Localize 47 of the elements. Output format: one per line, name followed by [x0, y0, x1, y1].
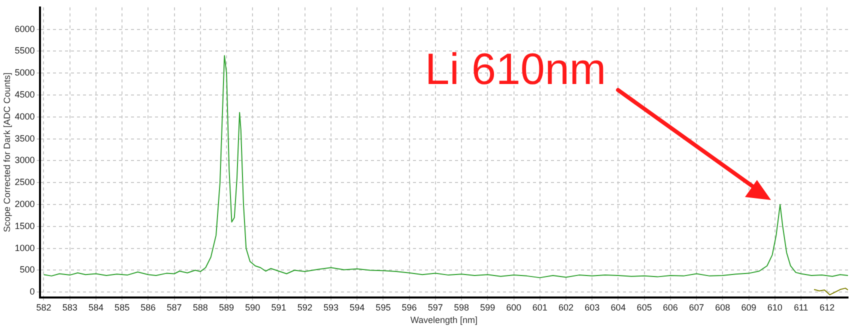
- x-tick-label: 604: [610, 302, 626, 312]
- x-tick-label: 584: [88, 302, 104, 312]
- x-tick-label: 594: [350, 302, 365, 312]
- y-tick-label: 3500: [14, 133, 35, 144]
- x-tick-label: 603: [584, 302, 600, 312]
- x-tick-label: 597: [428, 302, 443, 312]
- x-tick-label: 612: [820, 302, 835, 312]
- y-tick-label: 500: [20, 264, 35, 275]
- x-tick-label: 608: [715, 302, 730, 312]
- x-tick-label: 589: [219, 302, 234, 312]
- x-tick-label: 591: [271, 302, 286, 312]
- y-tick-label: 5000: [14, 68, 35, 78]
- x-tick-label: 602: [558, 302, 574, 312]
- x-tick-label: 610: [767, 302, 782, 312]
- x-tick-label: 593: [323, 302, 338, 312]
- x-tick-label: 595: [376, 302, 391, 312]
- y-axis-title: Scope Corrected for Dark [ADC Counts]: [2, 72, 12, 232]
- x-tick-label: 582: [36, 302, 52, 312]
- y-tick-label: 0: [30, 286, 35, 297]
- x-tick-label: 585: [114, 302, 130, 312]
- y-tick-label: 1000: [14, 242, 35, 253]
- x-tick-label: 587: [166, 302, 182, 312]
- y-tick-label: 6000: [14, 24, 35, 34]
- x-tick-label: 592: [297, 302, 312, 312]
- x-tick-label: 606: [662, 302, 678, 312]
- y-tick-label: 5500: [14, 46, 35, 56]
- x-tick-label: 601: [532, 302, 548, 312]
- x-tick-label: 590: [245, 302, 260, 312]
- y-tick-label: 4500: [14, 90, 35, 100]
- x-tick-label: 600: [506, 302, 522, 312]
- y-tick-label: 1500: [14, 220, 35, 231]
- y-tick-label: 3000: [14, 155, 35, 166]
- y-tick-label: 2000: [14, 199, 35, 210]
- annotation: Li 610nm: [425, 45, 606, 94]
- x-tick-label: 607: [689, 302, 704, 312]
- x-tick-label: 598: [454, 302, 470, 312]
- x-tick-label: 605: [636, 302, 652, 312]
- y-tick-label: 2500: [14, 177, 35, 188]
- x-tick-label: 609: [741, 302, 756, 312]
- x-axis-title: Wavelength [nm]: [410, 315, 478, 326]
- x-tick-label: 588: [192, 302, 208, 312]
- x-tick-label: 599: [480, 302, 496, 312]
- y-tick-label: 4000: [14, 111, 35, 122]
- x-tick-label: 596: [402, 302, 417, 312]
- x-tick-label: 583: [62, 302, 78, 312]
- x-tick-label: 611: [794, 302, 808, 312]
- x-tick-label: 586: [140, 302, 156, 312]
